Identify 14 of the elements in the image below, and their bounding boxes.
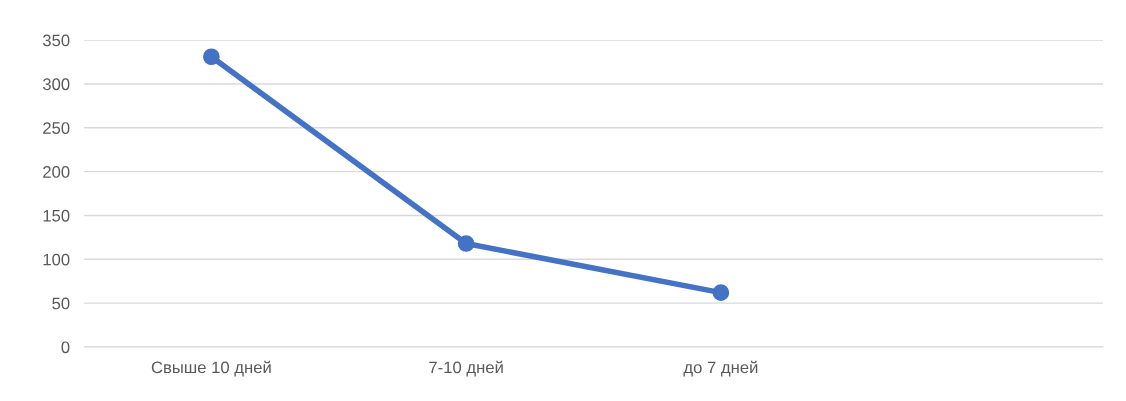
y-tick-label: 100 xyxy=(43,253,70,266)
point xyxy=(457,235,475,252)
point xyxy=(712,284,730,301)
y-tick-label: 150 xyxy=(43,209,70,222)
y-tick-label: 350 xyxy=(42,34,70,47)
y-tick-label: 0 xyxy=(61,341,70,354)
x-tick-label: 7-10 дней xyxy=(429,360,503,377)
point xyxy=(203,48,220,66)
x-tick-label: до 7 дней xyxy=(683,360,758,377)
y-tick-label: 250 xyxy=(43,122,70,134)
y-tick-label: 50 xyxy=(52,297,70,310)
x-tick-label: Свыше 10 дней xyxy=(151,360,271,377)
y-tick-label: 200 xyxy=(43,166,70,178)
y-tick-label: 300 xyxy=(42,78,70,91)
